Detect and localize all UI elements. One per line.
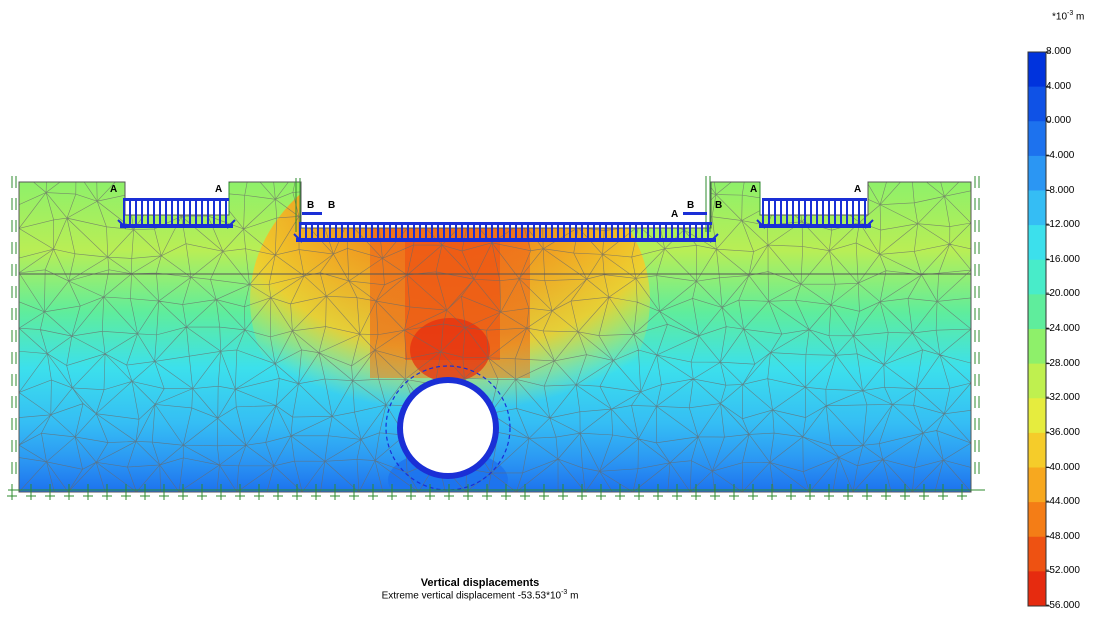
soil-domain [19,182,971,492]
legend-swatch [1028,329,1046,365]
load-end-arrow [756,219,874,229]
marker-b: B [687,200,694,211]
legend-label: -48.000 [1046,530,1080,542]
legend-swatch [1028,52,1046,88]
marker-b: B [328,200,335,211]
load-top-bar [302,212,322,215]
legend-swatch [1028,571,1046,607]
load-top-bar [300,222,712,225]
legend-swatch [1028,86,1046,122]
boundary-fixities [7,176,985,500]
legend-unit-exponent: -3 [1067,10,1074,17]
load-base [120,224,233,228]
marker-b: B [715,200,722,211]
legend-label: -4.000 [1046,149,1075,161]
legend-label: -8.000 [1046,184,1075,196]
plot-title: Vertical displacements [420,577,540,589]
load-top-bar [683,212,707,215]
marker-a: A [215,184,222,195]
marker-a: A [854,184,861,195]
legend-label: -20.000 [1046,288,1080,300]
legend-colorbar [1027,51,1050,607]
legend-swatch [1028,225,1046,261]
legend-label: 4.000 [1046,80,1072,92]
legend-swatch [1028,536,1046,572]
legend-swatch [1028,294,1046,330]
domain-outline [18,181,972,493]
load-top-bar [124,198,229,201]
legend-swatch [1028,121,1046,157]
plot-subtitle: Extreme vertical displacement -53.53*10-… [300,589,660,601]
load-end-arrow [293,233,719,243]
legend-label: -56.000 [1046,600,1080,611]
marker-a: A [110,184,117,195]
legend-label: -12.000 [1046,219,1080,231]
marker-a: A [750,184,757,195]
legend-label: 8.000 [1046,46,1072,57]
legend-label: -40.000 [1046,461,1080,473]
distributed-loads [117,198,874,243]
legend-label: 0.000 [1046,115,1072,127]
legend-swatch [1028,155,1046,191]
legend-label: -32.000 [1046,392,1080,404]
point-labels: A A B B A B B A A [110,184,861,220]
tunnel [385,365,511,491]
legend-swatch [1028,432,1046,468]
legend-label: -52.000 [1046,565,1080,577]
marker-b: B [307,200,314,211]
load-end-arrow [117,219,236,229]
legend-label: -36.000 [1046,426,1080,438]
legend-unit-prefix: *10 [1052,11,1068,23]
legend-swatch [1028,259,1046,295]
load-base [296,238,716,242]
load-top-bar [763,198,867,201]
legend-label: -44.000 [1046,496,1080,508]
legend-unit-suffix: m [1073,11,1085,23]
legend-swatch [1028,398,1046,434]
legend-swatch [1028,502,1046,538]
legend-label: -24.000 [1046,323,1080,334]
marker-a: A [671,209,678,220]
legend-swatch [1028,467,1046,503]
subtitle-text: Extreme vertical displacement -53.53*10 [381,590,562,602]
subtitle-exponent: -3 [561,589,568,596]
legend-label: -16.000 [1046,253,1080,265]
legend-label: -28.000 [1046,357,1080,369]
legend-unit: *10-3 m [1052,10,1084,22]
legend-swatch [1028,190,1046,226]
load-base [759,224,871,228]
subtitle-unit: m [567,590,579,602]
legend-swatch [1028,363,1046,399]
